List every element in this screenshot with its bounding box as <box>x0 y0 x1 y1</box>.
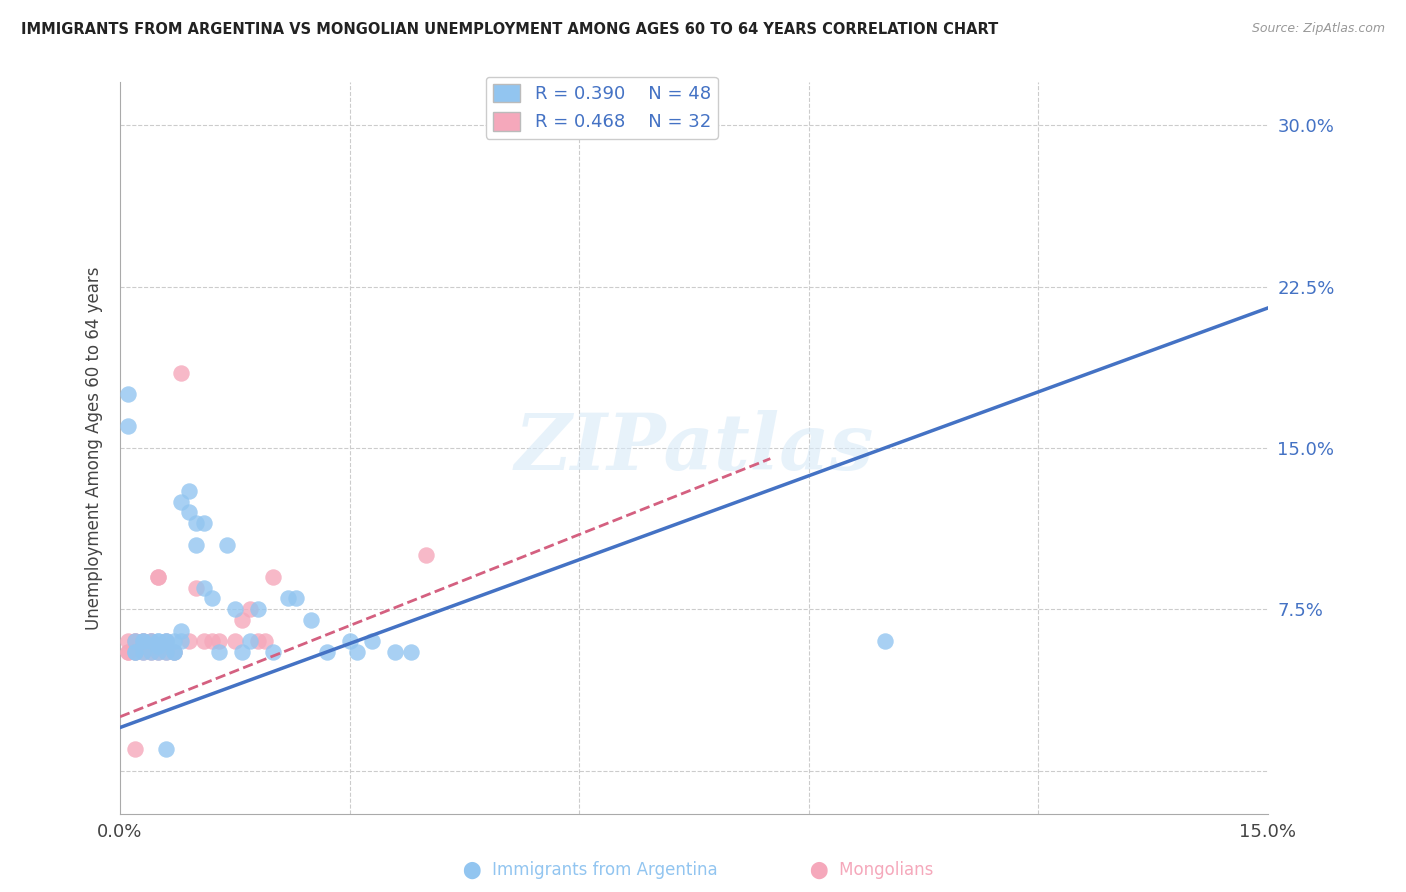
Point <box>170 366 193 380</box>
Point <box>155 634 177 648</box>
Point <box>193 634 215 648</box>
Point <box>139 634 162 648</box>
Point <box>117 419 139 434</box>
Point <box>139 645 162 659</box>
Point <box>299 613 322 627</box>
Point <box>315 645 337 659</box>
Point <box>186 516 208 531</box>
Point <box>339 634 361 648</box>
Point <box>201 634 224 648</box>
Point <box>124 634 146 648</box>
Point <box>224 602 246 616</box>
Point <box>177 505 200 519</box>
Point <box>346 645 368 659</box>
Point <box>148 639 170 653</box>
Point <box>124 634 146 648</box>
Point <box>384 645 406 659</box>
Point <box>186 538 208 552</box>
Point <box>155 645 177 659</box>
Point <box>139 634 162 648</box>
Point <box>148 645 170 659</box>
Point <box>193 581 215 595</box>
Point <box>208 645 231 659</box>
Text: Source: ZipAtlas.com: Source: ZipAtlas.com <box>1251 22 1385 36</box>
Point <box>224 634 246 648</box>
Point <box>162 645 184 659</box>
Point <box>148 634 170 648</box>
Point <box>132 645 155 659</box>
Point <box>177 634 200 648</box>
Text: ⬤  Immigrants from Argentina: ⬤ Immigrants from Argentina <box>463 861 718 879</box>
Point <box>132 645 155 659</box>
Point <box>208 634 231 648</box>
Point <box>124 645 146 659</box>
Text: IMMIGRANTS FROM ARGENTINA VS MONGOLIAN UNEMPLOYMENT AMONG AGES 60 TO 64 YEARS CO: IMMIGRANTS FROM ARGENTINA VS MONGOLIAN U… <box>21 22 998 37</box>
Y-axis label: Unemployment Among Ages 60 to 64 years: Unemployment Among Ages 60 to 64 years <box>86 266 103 630</box>
Point <box>284 591 307 606</box>
Point <box>162 645 184 659</box>
Point <box>361 634 384 648</box>
Point <box>155 645 177 659</box>
Point <box>262 570 284 584</box>
Point <box>132 634 155 648</box>
Point <box>148 645 170 659</box>
Point <box>148 570 170 584</box>
Point <box>148 570 170 584</box>
Point <box>132 634 155 648</box>
Point <box>415 549 437 563</box>
Point <box>148 634 170 648</box>
Point <box>132 634 155 648</box>
Point <box>162 645 184 659</box>
Point <box>139 645 162 659</box>
Point <box>162 634 184 648</box>
Point <box>193 516 215 531</box>
Text: ⬤  Mongolians: ⬤ Mongolians <box>810 861 934 879</box>
Point <box>155 634 177 648</box>
Point <box>139 634 162 648</box>
Point <box>246 634 269 648</box>
Point <box>217 538 239 552</box>
Point <box>155 634 177 648</box>
Point <box>231 613 253 627</box>
Point <box>124 645 146 659</box>
Point <box>117 387 139 401</box>
Point <box>186 581 208 595</box>
Point <box>262 645 284 659</box>
Point <box>132 634 155 648</box>
Point <box>170 624 193 638</box>
Point <box>277 591 299 606</box>
Point <box>201 591 224 606</box>
Point <box>239 602 262 616</box>
Legend: R = 0.390    N = 48, R = 0.468    N = 32: R = 0.390 N = 48, R = 0.468 N = 32 <box>486 77 718 139</box>
Point <box>231 645 253 659</box>
Point <box>170 634 193 648</box>
Point <box>170 494 193 508</box>
Text: ZIPatlas: ZIPatlas <box>515 409 873 486</box>
Point <box>124 634 146 648</box>
Point <box>117 645 139 659</box>
Point <box>117 645 139 659</box>
Point <box>399 645 422 659</box>
Point <box>124 742 146 756</box>
Point <box>117 634 139 648</box>
Point <box>239 634 262 648</box>
Point <box>875 634 897 648</box>
Point <box>155 742 177 756</box>
Point <box>124 645 146 659</box>
Point <box>177 483 200 498</box>
Point <box>246 602 269 616</box>
Point <box>254 634 277 648</box>
